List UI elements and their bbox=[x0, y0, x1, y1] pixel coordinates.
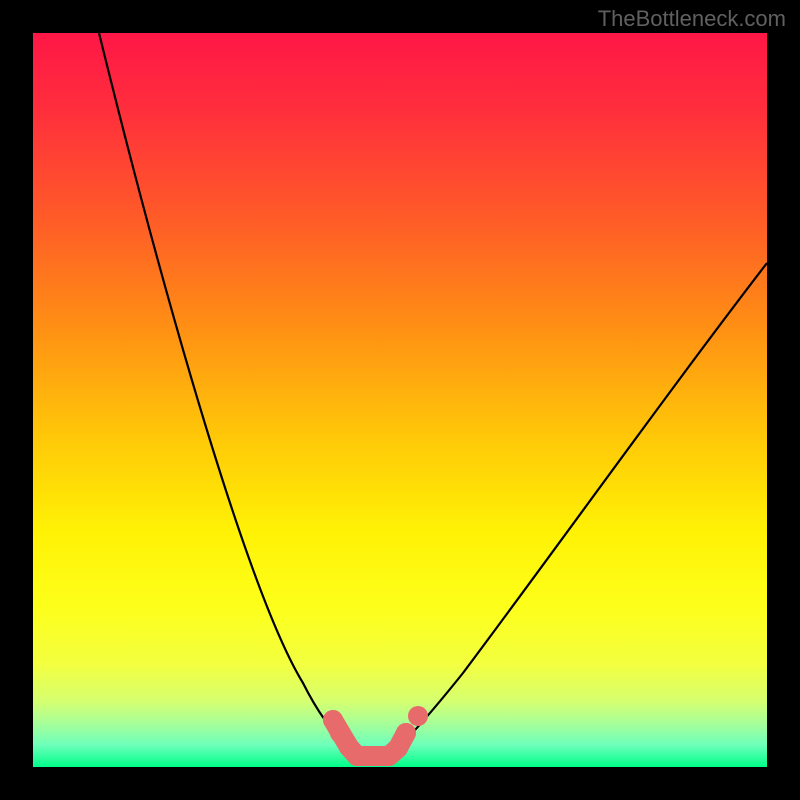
gradient-background bbox=[33, 33, 767, 767]
watermark-text: TheBottleneck.com bbox=[598, 6, 786, 32]
chart-plot-area bbox=[33, 33, 767, 767]
